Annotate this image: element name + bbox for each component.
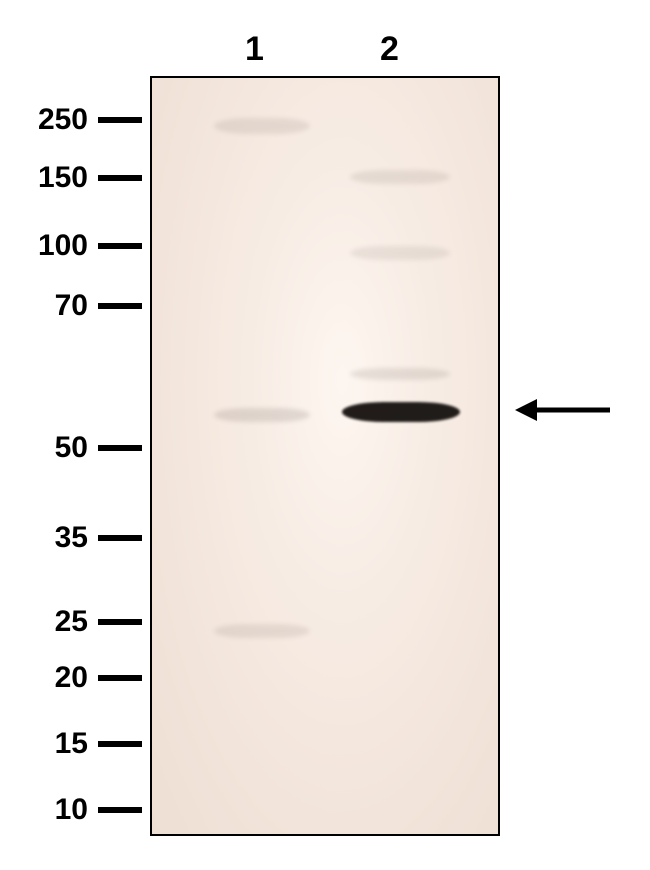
mw-tick-50 [98,445,142,451]
blot-membrane-frame [150,76,500,836]
mw-label-250: 250 [38,103,88,137]
mw-label-150: 150 [38,161,88,195]
mw-tick-25 [98,619,142,625]
mw-tick-15 [98,741,142,747]
mw-tick-150 [98,175,142,181]
faint-band-0 [214,408,310,422]
mw-tick-70 [98,303,142,309]
mw-tick-100 [98,243,142,249]
faint-band-4 [350,246,450,260]
mw-tick-35 [98,535,142,541]
target-band-arrow-icon [513,397,612,423]
mw-label-35: 35 [55,521,88,555]
faint-band-1 [214,118,310,134]
mw-label-20: 20 [55,661,88,695]
mw-label-70: 70 [55,289,88,323]
mw-tick-20 [98,675,142,681]
mw-label-25: 25 [55,605,88,639]
mw-label-100: 100 [38,229,88,263]
mw-label-15: 15 [55,727,88,761]
main-band [342,402,460,422]
mw-tick-10 [98,807,142,813]
lane-2-label: 2 [380,30,399,69]
western-blot-figure: { "canvas": { "width": 650, "height": 87… [0,0,650,870]
mw-label-10: 10 [55,793,88,827]
faint-band-2 [214,624,310,638]
mw-tick-250 [98,117,142,123]
faint-band-5 [350,368,450,380]
faint-band-3 [350,170,450,184]
blot-membrane-background [152,78,498,834]
lane-1-label: 1 [245,30,264,69]
mw-label-50: 50 [55,431,88,465]
